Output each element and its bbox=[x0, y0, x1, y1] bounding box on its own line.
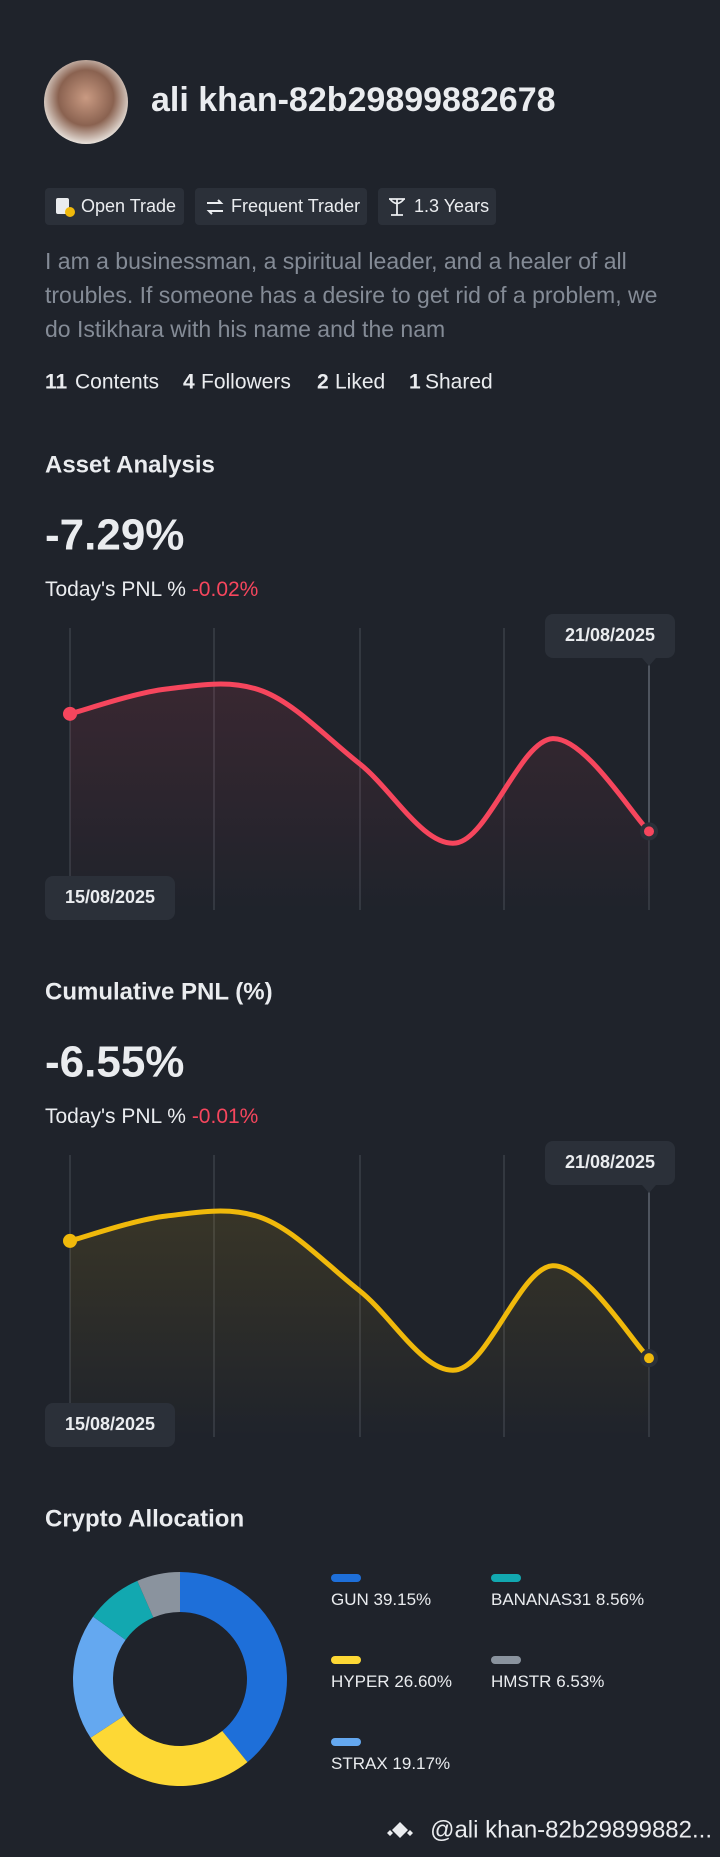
bio: I am a businessman, a spiritual leader, … bbox=[45, 248, 658, 342]
legend-label: HMSTR 6.53% bbox=[491, 1672, 604, 1691]
donut-slice bbox=[180, 1572, 288, 1763]
donut-slice bbox=[73, 1616, 126, 1738]
donut-slice bbox=[90, 1715, 248, 1787]
legend-label: HYPER 26.60% bbox=[331, 1672, 452, 1691]
badge-text: Frequent Trader bbox=[231, 196, 360, 216]
pnl-label: Today's PNL % -0.02% bbox=[45, 578, 258, 601]
area bbox=[70, 1210, 649, 1437]
legend-value: 26.60% bbox=[394, 1672, 452, 1691]
date-tooltip bbox=[45, 1403, 175, 1447]
legend-value: 8.56% bbox=[596, 1590, 644, 1609]
legend-swatch bbox=[491, 1574, 521, 1582]
legend-value: 6.53% bbox=[556, 1672, 604, 1691]
point bbox=[63, 706, 77, 721]
legend-name: GUN bbox=[331, 1590, 369, 1609]
legend-name: STRAX bbox=[331, 1754, 388, 1773]
badge-icon bbox=[206, 199, 224, 215]
headline-value: -6.55% bbox=[45, 1038, 184, 1087]
badge-text: Open Trade bbox=[81, 196, 176, 216]
tooltip-pointer bbox=[642, 658, 656, 666]
stat-label: Shared bbox=[425, 371, 493, 394]
legend-swatch bbox=[331, 1656, 361, 1664]
end-date: 21/08/2025 bbox=[565, 625, 655, 645]
stat-label: Followers bbox=[201, 371, 291, 394]
pnl-label-text: Today's PNL % bbox=[45, 578, 186, 601]
section-title: Crypto Allocation bbox=[45, 1505, 244, 1532]
legend-value: 39.15% bbox=[374, 1590, 432, 1609]
line bbox=[69, 1208, 651, 1373]
tooltip-pointer bbox=[642, 1185, 656, 1193]
badge bbox=[195, 188, 367, 225]
badge bbox=[45, 188, 184, 225]
pnl-label: Today's PNL % -0.01% bbox=[45, 1105, 258, 1128]
start-date: 15/08/2025 bbox=[65, 887, 155, 907]
date-tooltip bbox=[45, 876, 175, 920]
stat-count: 2 bbox=[317, 371, 329, 394]
legend-name: HMSTR bbox=[491, 1672, 551, 1691]
pnl-value: -0.02% bbox=[192, 578, 259, 601]
date-tooltip bbox=[545, 1141, 675, 1185]
section-title: Cumulative PNL (%) bbox=[45, 978, 273, 1005]
legend-swatch bbox=[491, 1656, 521, 1664]
legend-name: BANANAS31 bbox=[491, 1590, 591, 1609]
point bbox=[640, 1349, 658, 1368]
pnl-label-text: Today's PNL % bbox=[45, 1105, 186, 1128]
pnl-value: -0.01% bbox=[192, 1105, 259, 1128]
stat-count: 1 bbox=[409, 371, 421, 394]
date-tooltip bbox=[545, 614, 675, 658]
legend-name: HYPER bbox=[331, 1672, 390, 1691]
stat-count: 4 bbox=[183, 371, 195, 394]
stat-label: Contents bbox=[75, 371, 159, 394]
avatar bbox=[44, 60, 128, 144]
stat-count: 11 bbox=[45, 371, 68, 394]
section-title: Asset Analysis bbox=[45, 451, 215, 478]
stat-label: Liked bbox=[335, 371, 385, 394]
badge-icon bbox=[389, 198, 405, 216]
legend-label: GUN 39.15% bbox=[331, 1590, 431, 1609]
line bbox=[69, 681, 651, 846]
badge-text: 1.3 Years bbox=[414, 196, 489, 216]
legend-label: BANANAS31 8.56% bbox=[491, 1590, 644, 1609]
legend-swatch bbox=[331, 1574, 361, 1582]
point bbox=[640, 822, 658, 841]
end-date: 21/08/2025 bbox=[565, 1152, 655, 1172]
legend-swatch bbox=[331, 1738, 361, 1746]
badge bbox=[378, 188, 496, 225]
legend-value: 19.17% bbox=[392, 1754, 450, 1773]
headline-value: -7.29% bbox=[45, 511, 184, 560]
logo bbox=[387, 1822, 413, 1838]
user-name: ali khan-82b29899882678 bbox=[151, 81, 556, 119]
donut-slice bbox=[137, 1572, 180, 1618]
badge-icon bbox=[65, 207, 75, 217]
area bbox=[70, 683, 649, 910]
point bbox=[63, 1233, 77, 1248]
donut-slice bbox=[93, 1580, 154, 1640]
legend-label: STRAX 19.17% bbox=[331, 1754, 450, 1773]
start-date: 15/08/2025 bbox=[65, 1414, 155, 1434]
watermark: @ali khan-82b29899882... bbox=[430, 1816, 712, 1843]
